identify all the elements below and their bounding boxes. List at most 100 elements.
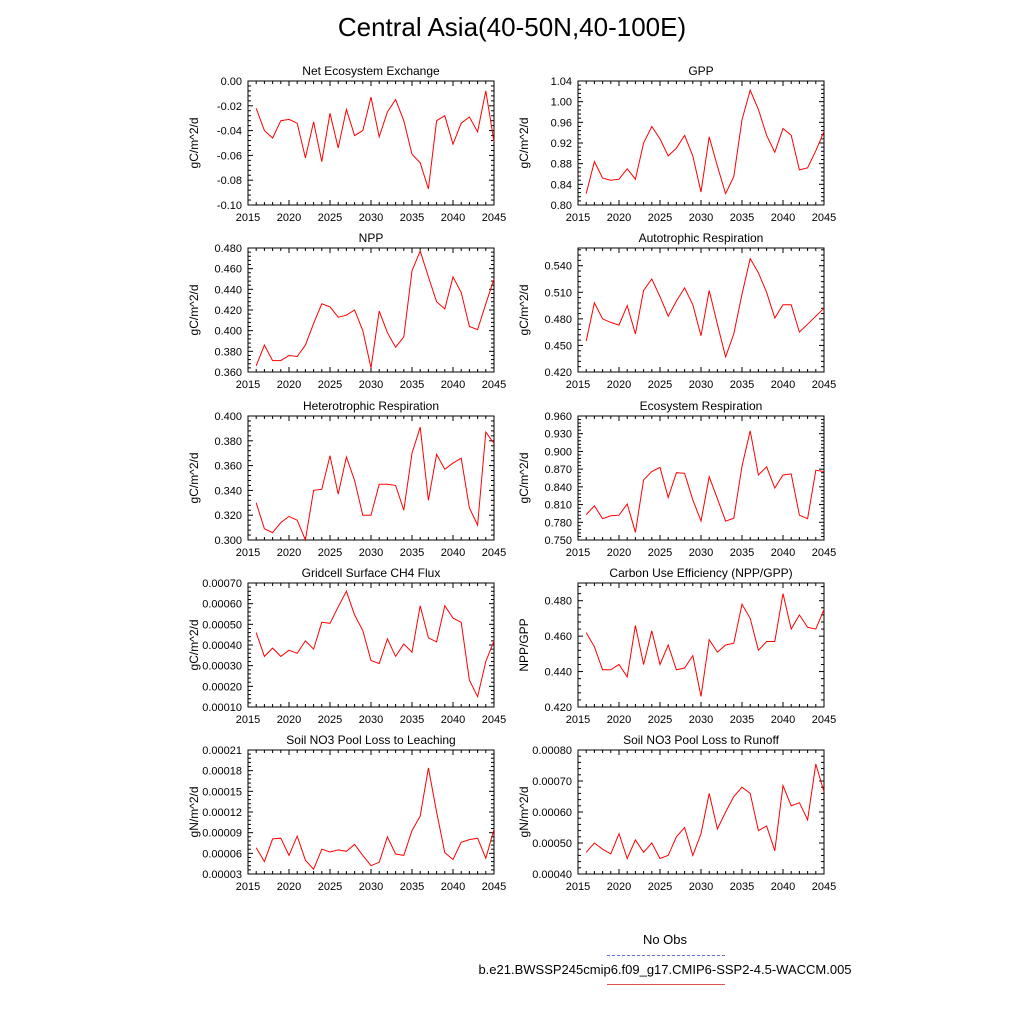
x-tick-label: 2030 <box>689 547 713 559</box>
y-tick-label: 0.96 <box>551 117 572 129</box>
legend-obs-label: No Obs <box>642 932 688 947</box>
x-tick-label: 2030 <box>689 379 713 391</box>
x-tick-label: 2040 <box>441 714 465 726</box>
y-tick-label: 0.810 <box>544 500 572 512</box>
y-tick-label: 0.320 <box>214 510 242 522</box>
y-tick-label: 0.780 <box>544 517 572 529</box>
x-tick-label: 2015 <box>236 881 260 893</box>
x-tick-label: 2030 <box>359 212 383 224</box>
plot-frame <box>577 582 825 708</box>
x-tick-label: 2025 <box>318 714 342 726</box>
x-tick-label: 2015 <box>566 547 590 559</box>
x-tick-label: 2045 <box>812 881 836 893</box>
x-tick-label: 2015 <box>236 714 260 726</box>
page-title: Central Asia(40-50N,40-100E) <box>337 12 687 42</box>
chart-panel: GPP gC/m^2/d 2015 2020 2025 2030 2035 2040 2045 0… <box>517 64 836 224</box>
y-tick-label: 0.00070 <box>202 578 242 590</box>
x-tick-label: 2040 <box>441 547 465 559</box>
x-tick-label: 2030 <box>359 547 383 559</box>
y-tick-label: -0.04 <box>217 126 242 138</box>
x-tick-label: 2045 <box>812 547 836 559</box>
y-tick-label: 1.00 <box>551 97 572 109</box>
x-tick-label: 2040 <box>441 379 465 391</box>
y-tick-label: 0.480 <box>544 596 572 608</box>
x-tick-label: 2020 <box>607 212 631 224</box>
y-tick-label: 0.00080 <box>532 745 572 757</box>
plot-frame <box>247 247 495 373</box>
x-tick-label: 2045 <box>482 714 506 726</box>
y-tick-label: 0.00006 <box>202 848 242 860</box>
x-tick-label: 2035 <box>730 714 754 726</box>
y-tick-label: 0.00050 <box>202 619 242 631</box>
x-tick-label: 2045 <box>482 379 506 391</box>
x-tick-label: 2025 <box>648 547 672 559</box>
x-tick-label: 2030 <box>689 212 713 224</box>
y-tick-label: 0.00070 <box>532 776 572 788</box>
chart-title: Heterotrophic Respiration <box>303 399 439 413</box>
chart-panel: NPP gC/m^2/d 2015 2020 2025 2030 2035 2040 2045 0… <box>187 231 506 391</box>
x-tick-label: 2025 <box>648 212 672 224</box>
y-tick-label: 0.750 <box>544 535 572 547</box>
series-line <box>585 430 825 533</box>
chart-panel: Net Ecosystem Exchange gC/m^2/d 2015 2020 20… <box>187 64 506 224</box>
y-tick-label: -0.06 <box>217 150 242 162</box>
plot-frame <box>247 749 495 875</box>
y-tick-label: 0.00040 <box>532 869 572 881</box>
x-tick-label: 2025 <box>648 379 672 391</box>
x-tick-label: 2030 <box>359 379 383 391</box>
x-tick-label: 2040 <box>771 547 795 559</box>
x-tick-label: 2045 <box>812 379 836 391</box>
x-tick-label: 2020 <box>607 379 631 391</box>
x-tick-label: 2025 <box>648 881 672 893</box>
chart-title: Ecosystem Respiration <box>640 399 763 413</box>
y-tick-label: 0.00009 <box>202 828 242 840</box>
y-tick-label: -0.08 <box>217 175 242 187</box>
y-tick-label: 0.360 <box>214 367 242 379</box>
chart-title: Soil NO3 Pool Loss to Leaching <box>286 733 455 747</box>
chart-title: GPP <box>688 64 713 78</box>
y-tick-label: 0.420 <box>544 702 572 714</box>
y-axis-label: gC/m^2/d <box>187 453 201 504</box>
y-axis-label: gN/m^2/d <box>187 787 201 838</box>
series-line <box>585 593 825 697</box>
series-line <box>585 257 825 359</box>
x-tick-label: 2035 <box>730 547 754 559</box>
chart-title: Autotrophic Respiration <box>639 231 764 245</box>
y-tick-label: 0.00003 <box>202 869 242 881</box>
chart-panel: Autotrophic Respiration gC/m^2/d 2015 2020 2… <box>517 231 836 391</box>
y-tick-label: 0.00010 <box>202 702 242 714</box>
y-tick-label: 0.870 <box>544 464 572 476</box>
y-tick-label: 0.440 <box>544 667 572 679</box>
legend-sim-line <box>607 984 725 985</box>
y-axis-label: gC/m^2/d <box>517 453 531 504</box>
y-tick-label: 0.300 <box>214 535 242 547</box>
y-tick-label: 0.88 <box>551 159 572 171</box>
series-line <box>585 763 825 860</box>
chart-panel: Soil NO3 Pool Loss to Runoff gN/m^2/d 2015… <box>517 733 836 893</box>
y-tick-label: 0.360 <box>214 461 242 473</box>
x-tick-label: 2020 <box>277 881 301 893</box>
x-tick-label: 2035 <box>730 212 754 224</box>
x-tick-label: 2040 <box>441 881 465 893</box>
y-tick-label: 0.340 <box>214 485 242 497</box>
chart-title: Carbon Use Efficiency (NPP/GPP) <box>609 566 792 580</box>
y-tick-label: 0.400 <box>214 411 242 423</box>
x-tick-label: 2015 <box>236 212 260 224</box>
x-tick-label: 2040 <box>771 212 795 224</box>
y-tick-label: 0.80 <box>551 200 572 212</box>
y-axis-label: NPP/GPP <box>517 618 531 671</box>
plot-frame <box>577 749 825 875</box>
chart-title: Net Ecosystem Exchange <box>302 64 440 78</box>
y-axis-label: gC/m^2/d <box>187 620 201 671</box>
chart-title: Gridcell Surface CH4 Flux <box>302 566 441 580</box>
y-tick-label: 1.04 <box>551 76 572 88</box>
x-tick-label: 2020 <box>277 714 301 726</box>
y-tick-label: 0.440 <box>214 284 242 296</box>
plot-frame <box>247 415 495 541</box>
x-tick-label: 2030 <box>359 714 383 726</box>
y-tick-label: 0.00021 <box>202 745 242 757</box>
y-tick-label: 0.00012 <box>202 807 242 819</box>
series-line <box>585 88 825 195</box>
y-tick-label: 0.960 <box>544 411 572 423</box>
